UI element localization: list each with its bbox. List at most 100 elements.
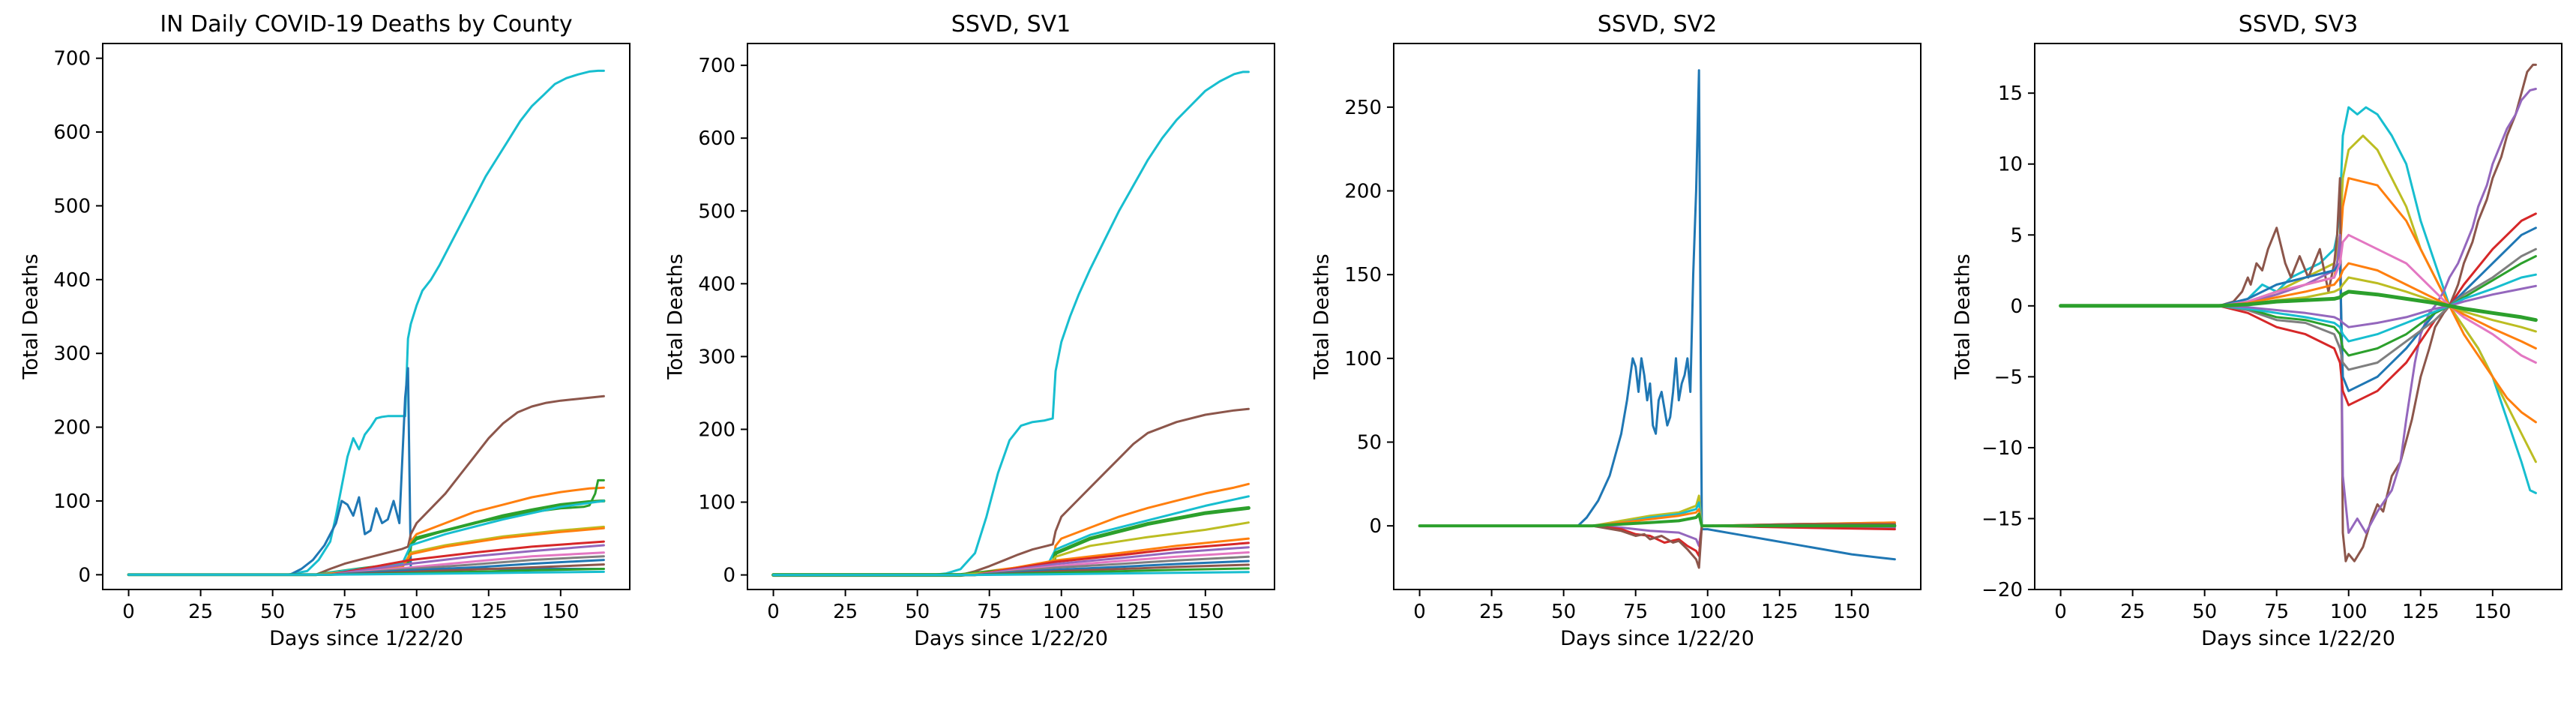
series-line-12	[2059, 273, 2537, 343]
y-tick-label: 200	[53, 417, 91, 440]
series-line-8	[2059, 233, 2537, 364]
series-line-9	[127, 526, 605, 576]
y-axis-label: Total Deaths	[1951, 254, 1975, 380]
chart-panel-1: 0 25 50 75 100 125 150 0 100 200 300 400 500 600 700 IN…	[19, 11, 631, 650]
x-tick-label: 75	[2264, 601, 2289, 623]
series-group	[127, 69, 606, 577]
x-tick-label: 0	[1413, 601, 1426, 623]
series-line-2	[2059, 134, 2537, 464]
y-tick-label: 600	[53, 122, 91, 144]
x-tick-label: 25	[2120, 601, 2145, 623]
x-tick-label: 25	[1479, 601, 1504, 623]
y-tick-label: 300	[698, 346, 735, 368]
y-tick-label: −5	[1994, 366, 2023, 388]
x-tick-label: 100	[1043, 601, 1080, 623]
x-tick-label: 0	[2054, 601, 2067, 623]
y-tick-label: 100	[1344, 348, 1382, 370]
x-tick-label: 50	[905, 601, 930, 623]
y-tick-label: 700	[698, 55, 735, 77]
series-line-15	[772, 571, 1250, 577]
x-axis-label: Days since 1/22/20	[2201, 627, 2395, 650]
x-tick-label: 50	[1551, 601, 1576, 623]
plot-frame	[1393, 43, 1922, 590]
y-tick-label: 500	[53, 195, 91, 218]
x-tick-label: 0	[767, 601, 780, 623]
chart-panel-4: 0 25 50 75 100 125 150 −20 −15 −10 −5 0 5 10 15 SSVD, S…	[1951, 11, 2563, 650]
y-tick-label: 200	[1344, 181, 1382, 203]
series-line-1	[1418, 69, 1896, 561]
x-tick-label: 125	[470, 601, 508, 623]
y-tick-label: 0	[1369, 515, 1382, 538]
y-tick-label: 300	[53, 343, 91, 365]
y-tick-label: 0	[78, 564, 91, 586]
series-line-4	[127, 486, 605, 576]
series-group	[771, 70, 1251, 578]
series-line-17	[127, 570, 605, 576]
series-line-9	[2059, 248, 2537, 371]
series-line-8	[1418, 512, 1897, 528]
y-tick-label: 400	[53, 269, 91, 292]
series-line-15	[2059, 290, 2538, 322]
series-line-4	[2059, 63, 2537, 562]
chart-panel-3: 0 25 50 75 100 125 150 0 50 100 150 200 250 SSVD, SV2…	[1310, 11, 1922, 650]
y-tick-label: 700	[53, 48, 91, 70]
x-tick-label: 125	[1115, 601, 1152, 623]
y-tick-label: 100	[698, 492, 735, 514]
y-tick-label: 10	[1998, 154, 2023, 176]
x-tick-label: 150	[2474, 601, 2512, 623]
x-tick-label: 0	[122, 601, 135, 623]
y-tick-label: 200	[698, 418, 735, 441]
x-tick-label: 150	[1833, 601, 1871, 623]
x-tick-label: 150	[1187, 601, 1224, 623]
y-tick-label: 0	[2010, 296, 2023, 318]
x-axis-label: Days since 1/22/20	[914, 627, 1108, 650]
chart-panel-2: 0 25 50 75 100 125 150 0 100 200 300 400 500 600 700 SS…	[664, 11, 1275, 650]
x-tick-label: 75	[1623, 601, 1648, 623]
x-tick-label: 150	[542, 601, 580, 623]
series-group	[2059, 63, 2538, 562]
x-tick-label: 25	[833, 601, 858, 623]
y-tick-label: 5	[2010, 224, 2023, 247]
x-tick-label: 75	[977, 601, 1002, 623]
series-line-7	[2059, 226, 2537, 392]
series-group	[1418, 69, 1897, 569]
y-tick-label: 50	[1357, 431, 1382, 454]
series-line-14	[2059, 284, 2537, 328]
chart-title: SSVD, SV2	[1598, 11, 1717, 38]
chart-title: SSVD, SV1	[951, 11, 1071, 38]
x-tick-label: 50	[260, 601, 285, 623]
chart-title: IN Daily COVID-19 Deaths by County	[160, 11, 572, 38]
series-line-2	[772, 407, 1250, 577]
x-tick-label: 100	[1689, 601, 1727, 623]
x-tick-label: 125	[2402, 601, 2440, 623]
series-line-3	[127, 394, 605, 576]
x-tick-label: 25	[188, 601, 213, 623]
plot-frame	[102, 43, 631, 590]
y-tick-label: 250	[1344, 97, 1382, 119]
series-line-2	[127, 367, 605, 576]
y-axis-label: Total Deaths	[664, 254, 687, 380]
x-axis-label: Days since 1/22/20	[1560, 627, 1754, 650]
series-line-10	[2059, 255, 2537, 357]
series-line-6	[2059, 212, 2537, 406]
x-tick-label: 100	[398, 601, 436, 623]
y-tick-label: 100	[53, 490, 91, 513]
series-line-11	[2059, 262, 2537, 350]
y-axis-label: Total Deaths	[1310, 254, 1334, 380]
x-axis-label: Days since 1/22/20	[269, 627, 463, 650]
plot-frame	[747, 43, 1275, 590]
chart-title: SSVD, SV3	[2239, 11, 2358, 38]
x-tick-label: 100	[2330, 601, 2368, 623]
y-tick-label: 600	[698, 128, 735, 150]
y-tick-label: −20	[1981, 579, 2023, 602]
series-line-1	[772, 70, 1250, 577]
y-tick-label: 150	[1344, 264, 1382, 286]
x-tick-label: 125	[1761, 601, 1799, 623]
y-tick-label: 15	[1998, 82, 2023, 105]
y-tick-label: 400	[698, 273, 735, 296]
x-tick-label: 50	[2192, 601, 2217, 623]
y-axis-label: Total Deaths	[19, 254, 43, 380]
x-tick-label: 75	[332, 601, 357, 623]
y-tick-label: −15	[1981, 508, 2023, 530]
